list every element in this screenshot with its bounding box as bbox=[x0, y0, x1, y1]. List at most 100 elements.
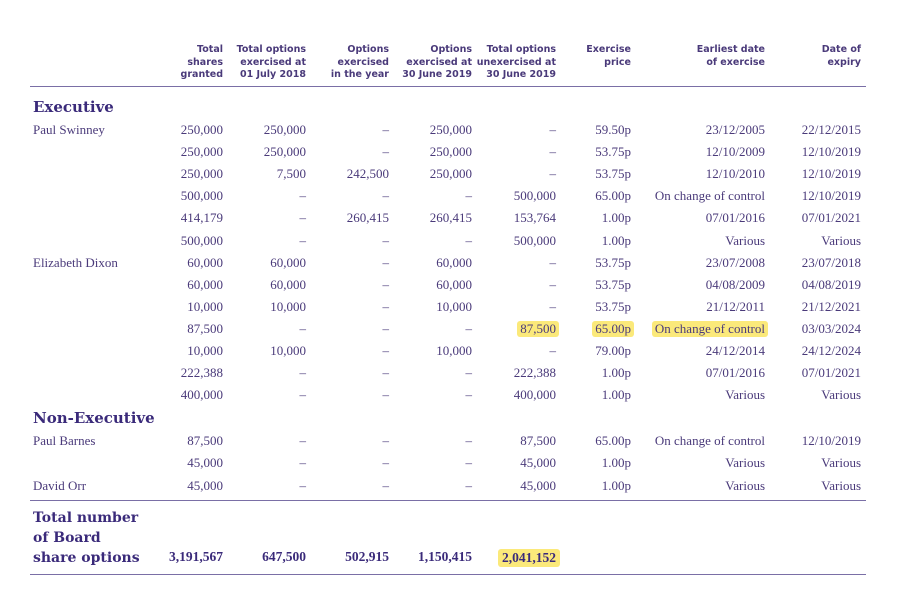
table-cell: 65.00p bbox=[592, 320, 634, 337]
table-cell: 250,000 bbox=[180, 166, 223, 182]
table-cell: 250,000 bbox=[429, 122, 472, 137]
column-header: Total options exercised at 01 July 2018 bbox=[236, 44, 306, 80]
table-cell: 250,000 bbox=[263, 122, 306, 137]
table-cell: 07/01/2016 bbox=[705, 210, 765, 226]
table-cell: – bbox=[382, 254, 390, 270]
table-cell: – bbox=[299, 455, 307, 471]
table-bottom-rule bbox=[30, 574, 866, 575]
table-cell: 260,415 bbox=[429, 210, 472, 226]
table-cell: 53.75p bbox=[595, 298, 631, 314]
table-cell: – bbox=[299, 433, 307, 449]
total-value: 502,915 bbox=[345, 549, 389, 564]
table-cell: – bbox=[382, 433, 390, 449]
table-cell: 23/07/2008 bbox=[705, 254, 765, 270]
table-cell: – bbox=[382, 122, 390, 137]
table-cell: 22/12/2015 bbox=[801, 122, 861, 137]
table-cell: 45,000 bbox=[187, 477, 223, 493]
table-cell: 04/08/2009 bbox=[705, 276, 765, 292]
table-cell: – bbox=[382, 232, 390, 248]
table-cell: 53.75p bbox=[595, 166, 631, 182]
table-cell: 500,000 bbox=[513, 232, 556, 248]
table-cell: – bbox=[549, 276, 557, 292]
table-cell: Various bbox=[821, 387, 861, 403]
table-cell: 222,388 bbox=[180, 365, 223, 381]
table-cell: – bbox=[299, 232, 307, 248]
table-cell: On change of control bbox=[654, 188, 765, 204]
table-cell: – bbox=[299, 188, 307, 204]
table-cell: 400,000 bbox=[513, 387, 556, 403]
table-cell: – bbox=[299, 320, 307, 336]
table-cell: – bbox=[465, 365, 473, 381]
person-name: Elizabeth Dixon bbox=[33, 254, 118, 270]
table-cell: 10,000 bbox=[270, 298, 306, 314]
table-cell: 414,179 bbox=[180, 210, 223, 226]
table-cell: 10,000 bbox=[187, 343, 223, 358]
table-cell: 60,000 bbox=[187, 276, 223, 292]
table-cell: Various bbox=[725, 477, 765, 493]
table-cell: 45,000 bbox=[187, 455, 223, 471]
table-cell: 12/10/2019 bbox=[801, 166, 861, 182]
table-cell: 23/07/2018 bbox=[801, 254, 861, 270]
table-cell: On change of control bbox=[651, 320, 768, 337]
table-cell: – bbox=[549, 298, 557, 314]
table-cell: 07/01/2016 bbox=[705, 365, 765, 381]
table-cell: 79.00p bbox=[595, 343, 631, 358]
table-cell: – bbox=[465, 387, 473, 403]
total-value: 2,041,152 bbox=[498, 549, 560, 567]
table-cell: 10,000 bbox=[270, 343, 306, 358]
table-cell: 400,000 bbox=[180, 387, 223, 403]
table-cell: 87,500 bbox=[517, 320, 559, 337]
table-cell: Various bbox=[821, 232, 861, 248]
table-cell: 65.00p bbox=[595, 188, 631, 204]
table-cell: On change of control bbox=[654, 433, 765, 449]
section-title: Non-Executive bbox=[33, 409, 155, 428]
table-cell: 53.75p bbox=[595, 276, 631, 292]
total-label: Total number of Board share options bbox=[33, 510, 140, 566]
table-cell: – bbox=[465, 433, 473, 449]
table-cell: 500,000 bbox=[180, 188, 223, 204]
table-cell: 60,000 bbox=[436, 276, 472, 292]
table-cell: 10,000 bbox=[436, 343, 472, 358]
table-cell: 53.75p bbox=[595, 144, 631, 160]
table-cell: 53.75p bbox=[595, 254, 631, 270]
table-cell: – bbox=[382, 365, 390, 381]
table-cell: – bbox=[549, 144, 557, 160]
column-header: Options exercised in the year bbox=[330, 44, 389, 80]
table-cell: – bbox=[382, 298, 390, 314]
table-cell: 24/12/2014 bbox=[705, 343, 765, 358]
table-cell: 03/03/2024 bbox=[801, 320, 861, 336]
table-cell: 60,000 bbox=[270, 276, 306, 292]
table-cell: – bbox=[382, 343, 390, 358]
table-cell: 7,500 bbox=[276, 166, 306, 182]
table-cell: 07/01/2021 bbox=[801, 210, 861, 226]
table-cell: – bbox=[549, 254, 557, 270]
table-cell: 07/01/2021 bbox=[801, 365, 861, 381]
table-cell: 12/10/2019 bbox=[801, 433, 861, 449]
table-cell: 24/12/2024 bbox=[801, 343, 861, 358]
table-cell: – bbox=[382, 276, 390, 292]
table-cell: 04/08/2019 bbox=[801, 276, 861, 292]
table-cell: – bbox=[465, 320, 473, 336]
table-cell: Various bbox=[821, 455, 861, 471]
table-cell: Various bbox=[725, 387, 765, 403]
table-cell: 87,500 bbox=[187, 320, 223, 336]
table-cell: 500,000 bbox=[513, 188, 556, 204]
table-cell: 1.00p bbox=[601, 455, 631, 471]
table-cell: 1.00p bbox=[601, 387, 631, 403]
table-cell: – bbox=[549, 122, 557, 137]
table-cell: – bbox=[382, 387, 390, 403]
column-header: Total options unexercised at 30 June 201… bbox=[476, 44, 556, 80]
table-cell: 23/12/2005 bbox=[705, 122, 765, 137]
table-cell: 1.00p bbox=[601, 477, 631, 493]
table-cell: 87,500 bbox=[520, 433, 556, 449]
table-cell: 250,000 bbox=[263, 144, 306, 160]
column-header: Exercise price bbox=[586, 44, 631, 68]
table-cell: 87,500 bbox=[187, 433, 223, 449]
table-cell: 60,000 bbox=[436, 254, 472, 270]
table-cell: 153,764 bbox=[513, 210, 556, 226]
table-cell: 242,500 bbox=[346, 166, 389, 182]
table-cell: – bbox=[465, 232, 473, 248]
total-divider bbox=[30, 500, 866, 501]
table-cell: 45,000 bbox=[520, 477, 556, 493]
table-cell: 60,000 bbox=[270, 254, 306, 270]
